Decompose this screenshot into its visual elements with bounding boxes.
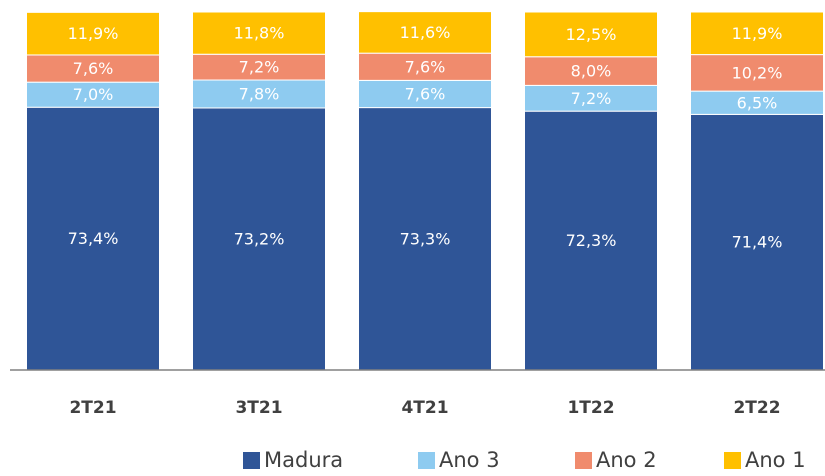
- data-label: 11,9%: [68, 24, 119, 43]
- legend-swatch: [575, 452, 592, 469]
- legend-swatch: [724, 452, 741, 469]
- legend-label: Ano 2: [596, 448, 657, 472]
- data-label: 73,3%: [400, 229, 451, 248]
- data-label: 6,5%: [737, 93, 778, 112]
- x-tick-label: 2T21: [69, 398, 116, 418]
- x-tick-label: 2T22: [733, 398, 780, 418]
- bar-segment: [358, 52, 492, 81]
- bar-segment: [690, 54, 824, 92]
- data-label: 7,6%: [405, 57, 446, 76]
- data-label: 7,6%: [405, 84, 446, 103]
- data-label: 72,3%: [566, 231, 617, 250]
- bar-segment: [26, 81, 160, 108]
- data-label: 11,6%: [400, 23, 451, 42]
- bar-segment: [26, 11, 160, 56]
- legend-label: Ano 3: [439, 448, 500, 472]
- data-label: 11,9%: [732, 24, 783, 43]
- bar-segment: [358, 11, 492, 54]
- data-label: 11,8%: [234, 24, 285, 43]
- data-label: 8,0%: [571, 62, 612, 81]
- data-label: 7,6%: [73, 59, 114, 78]
- legend-label: Madura: [264, 448, 343, 472]
- bar-segment: [690, 11, 824, 56]
- data-label: 7,2%: [571, 89, 612, 108]
- bar-segment: [524, 11, 658, 58]
- bar-segment: [524, 56, 658, 86]
- data-label: 12,5%: [566, 25, 617, 44]
- bar-segment: [690, 113, 824, 371]
- data-label: 10,2%: [732, 63, 783, 82]
- bar-segment: [192, 107, 326, 371]
- data-label: 7,8%: [239, 84, 280, 103]
- bar-segment: [192, 11, 326, 55]
- bar-segment: [26, 106, 160, 371]
- legend-swatch: [418, 452, 435, 469]
- data-label: 7,2%: [239, 58, 280, 77]
- x-tick-label: 1T22: [567, 398, 614, 418]
- x-tick-label: 4T21: [401, 398, 448, 418]
- bar-segment: [524, 110, 658, 371]
- data-label: 7,0%: [73, 85, 114, 104]
- x-tick-label: 3T21: [235, 398, 282, 418]
- bar-segment: [192, 53, 326, 81]
- legend-swatch: [243, 452, 260, 469]
- legend-label: Ano 1: [745, 448, 806, 472]
- data-label: 73,4%: [68, 229, 119, 248]
- data-label: 71,4%: [732, 233, 783, 252]
- data-label: 73,2%: [234, 229, 285, 248]
- bar-segment: [192, 79, 326, 109]
- bar-segment: [358, 79, 492, 109]
